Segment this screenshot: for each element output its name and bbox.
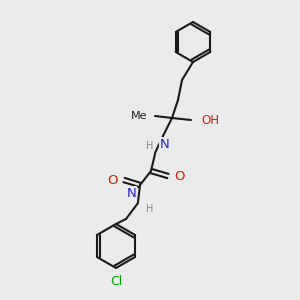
Text: H: H — [146, 141, 153, 151]
Text: O: O — [107, 173, 118, 187]
Text: H: H — [146, 204, 153, 214]
Text: N: N — [126, 187, 136, 200]
Text: O: O — [174, 169, 184, 182]
Text: OH: OH — [201, 113, 219, 127]
Text: Cl: Cl — [110, 275, 122, 288]
Text: Me: Me — [130, 111, 147, 121]
Text: N: N — [160, 138, 170, 151]
